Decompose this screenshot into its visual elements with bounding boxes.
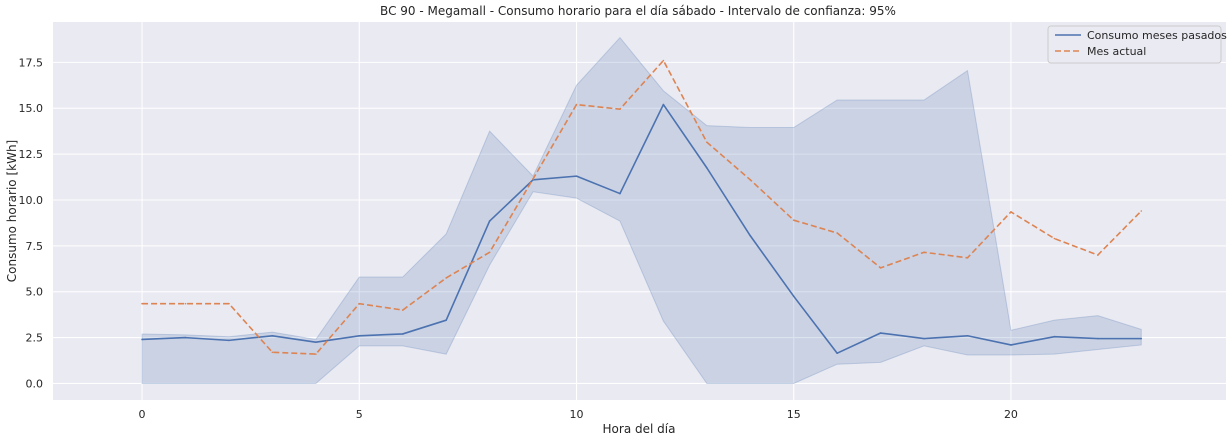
data-point-0 <box>749 234 752 237</box>
data-point-1 <box>662 59 665 62</box>
data-point-0 <box>1140 337 1143 340</box>
data-point-0 <box>358 334 361 337</box>
y-axis-label: Consumo horario [kWh] <box>5 140 19 282</box>
data-point-1 <box>706 141 708 143</box>
x-tick-label: 20 <box>1004 408 1018 421</box>
x-tick-label: 0 <box>139 408 146 421</box>
y-tick-label: 15.0 <box>19 102 44 115</box>
data-point-0 <box>966 334 969 337</box>
x-axis-ticks: 0 5 10 15 20 <box>139 408 1018 421</box>
legend-label-1: Mes actual <box>1087 45 1146 58</box>
x-tick-label: 5 <box>356 408 363 421</box>
series-lines <box>141 59 1143 355</box>
data-point-1 <box>966 256 969 259</box>
data-point-0 <box>1010 344 1012 346</box>
y-tick-label: 7.5 <box>26 240 44 253</box>
data-point-0 <box>879 332 882 334</box>
data-point-0 <box>662 103 665 106</box>
data-point-1 <box>1140 210 1143 212</box>
x-tick-label: 15 <box>787 408 801 421</box>
data-point-0 <box>706 167 708 169</box>
data-point-0 <box>228 339 230 342</box>
data-point-1 <box>488 251 491 254</box>
data-point-0 <box>488 220 491 222</box>
confidence-band-0 <box>141 36 1142 384</box>
data-point-1 <box>792 219 795 221</box>
confidence-bands <box>141 36 1142 384</box>
y-tick-label: 12.5 <box>19 148 44 161</box>
data-point-1 <box>619 108 621 110</box>
y-tick-label: 17.5 <box>19 56 44 69</box>
data-point-0 <box>836 352 838 355</box>
data-point-0 <box>315 341 317 343</box>
data-point-0 <box>401 333 404 335</box>
data-point-1 <box>1053 237 1056 240</box>
y-axis-ticks: 0.0 2.5 5.0 7.5 10.0 12.5 15.0 17.5 <box>19 56 44 390</box>
data-point-1 <box>141 302 143 305</box>
legend-label-0: Consumo meses pasados <box>1087 29 1227 42</box>
data-point-1 <box>271 351 274 354</box>
legend: Consumo meses pasados Mes actual <box>1047 25 1227 64</box>
data-point-1 <box>923 251 925 254</box>
data-point-1 <box>749 179 752 181</box>
data-point-0 <box>575 175 578 177</box>
y-tick-label: 2.5 <box>26 332 44 345</box>
chart-title: BC 90 - Megamall - Consumo horario para … <box>380 4 896 18</box>
data-point-1 <box>445 277 447 279</box>
plot-area <box>53 22 1226 400</box>
series-line-0 <box>142 103 1142 355</box>
legend-box <box>1047 25 1222 64</box>
x-axis-label: Hora del día <box>603 422 676 436</box>
data-point-1 <box>532 178 534 180</box>
data-point-0 <box>271 334 274 337</box>
data-point-0 <box>141 338 143 341</box>
data-point-0 <box>445 319 447 321</box>
data-point-1 <box>1097 254 1099 256</box>
data-point-0 <box>184 336 187 339</box>
data-point-1 <box>836 232 838 234</box>
series-line-1 <box>142 59 1142 355</box>
data-point-1 <box>315 353 317 355</box>
data-point-0 <box>1053 335 1056 338</box>
y-tick-label: 10.0 <box>19 194 44 207</box>
data-point-1 <box>879 267 882 269</box>
x-tick-label: 10 <box>570 408 584 421</box>
data-point-0 <box>923 337 925 340</box>
data-point-1 <box>575 103 578 106</box>
data-point-0 <box>1097 337 1099 340</box>
data-point-1 <box>228 302 230 305</box>
y-tick-label: 0.0 <box>26 377 44 390</box>
y-tick-label: 5.0 <box>26 286 44 299</box>
data-point-1 <box>184 302 187 305</box>
data-point-1 <box>1010 211 1012 213</box>
data-point-1 <box>358 302 361 305</box>
data-point-0 <box>619 192 621 195</box>
data-point-1 <box>401 309 404 311</box>
data-point-0 <box>792 295 795 298</box>
